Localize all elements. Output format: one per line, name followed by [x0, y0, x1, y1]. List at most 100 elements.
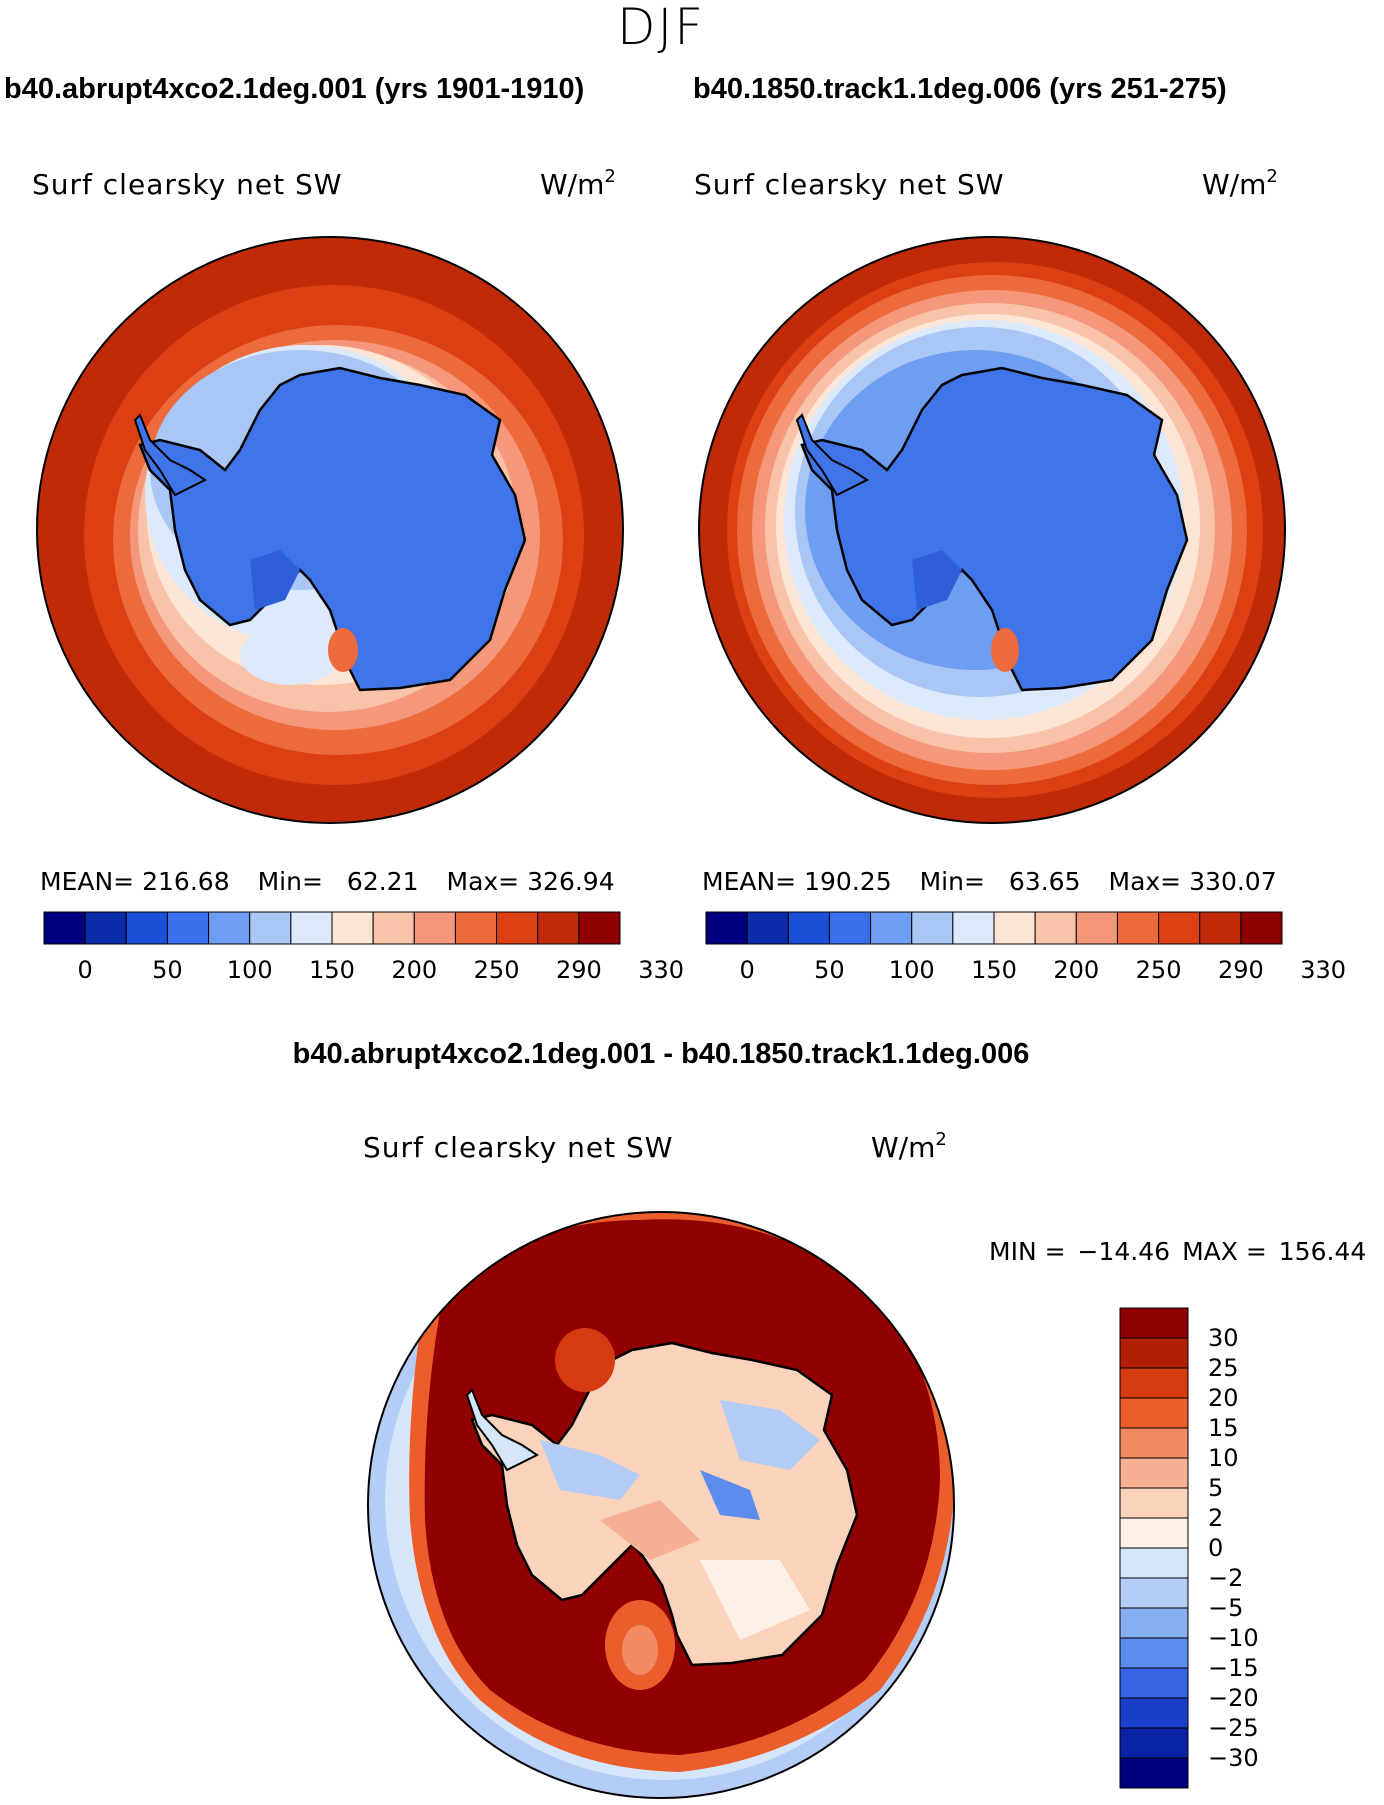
left-colorbar-label: 250 [474, 956, 520, 984]
right-antarctica [800, 366, 1189, 692]
right-units-base: W/m [1202, 168, 1266, 201]
right-max-label: Max= [1109, 867, 1182, 896]
right-colorbar-label: 150 [971, 956, 1017, 984]
left-colorbar-label: 100 [227, 956, 273, 984]
diff-colorbar-swatch [1119, 1397, 1189, 1429]
diff-bellingshausen-patch [555, 1328, 615, 1392]
diff-colorbar-label: 10 [1208, 1444, 1239, 1472]
right-colorbar-label: 250 [1136, 956, 1182, 984]
left-colorbar-swatch [496, 911, 539, 945]
right-colorbar-label: 200 [1053, 956, 1099, 984]
right-max-value: 330.07 [1189, 867, 1276, 896]
left-colorbar-swatch [43, 911, 86, 945]
left-colorbar-swatch [413, 911, 456, 945]
left-colorbar: 0 50 100 150 200 250 290 330 [43, 911, 684, 984]
left-map-border [36, 236, 624, 824]
season-title: DJF [617, 0, 705, 56]
diff-land-pale [700, 1560, 810, 1640]
diff-max-value: 156.44 [1279, 1237, 1366, 1266]
left-panel-heading: b40.abrupt4xco2.1deg.001 (yrs 1901-1910) [4, 73, 584, 105]
diff-colorbar-swatch [1119, 1607, 1189, 1639]
diff-units-base: W/m [871, 1131, 935, 1164]
left-mean-label: MEAN= [40, 867, 134, 896]
diff-peninsula [465, 1388, 539, 1472]
diff-colorbar-label: −5 [1208, 1594, 1243, 1622]
diff-min-value: −14.46 [1078, 1237, 1171, 1266]
left-weddell-gyre [240, 625, 340, 685]
diff-field-title: Surf clearsky net SW [363, 1131, 673, 1164]
right-colorbar-swatch [1116, 911, 1160, 945]
right-colorbar-label: 290 [1218, 956, 1264, 984]
left-units-base: W/m [540, 168, 604, 201]
diff-units-exp: 2 [935, 1129, 946, 1150]
right-min-label: Min= [920, 867, 985, 896]
diff-colorbar-label: 0 [1208, 1534, 1223, 1562]
left-red-patch [328, 628, 358, 672]
right-colorbar-swatch [870, 911, 913, 945]
left-colorbar-swatch [208, 911, 251, 945]
right-red-patch [991, 628, 1019, 672]
diff-land-orange [600, 1500, 700, 1560]
right-colorbar-swatch [1158, 911, 1201, 945]
diff-colorbar-label: 30 [1208, 1324, 1239, 1352]
diff-colorbar-label: 15 [1208, 1414, 1239, 1442]
right-colorbar-swatch [828, 911, 872, 945]
diff-weddell-core [622, 1625, 658, 1675]
left-colorbar-label: 0 [78, 956, 93, 984]
diff-min-label: MIN = [989, 1237, 1066, 1266]
diff-colorbar-swatch [1119, 1577, 1189, 1609]
diff-map [367, 1211, 955, 1799]
diff-colorbar-label: 25 [1208, 1354, 1239, 1382]
diff-heading: b40.abrupt4xco2.1deg.001 - b40.1850.trac… [293, 1038, 1030, 1070]
diff-colorbar-swatch [1119, 1697, 1189, 1729]
left-colorbar-label: 200 [391, 956, 437, 984]
right-colorbar-label: 100 [889, 956, 935, 984]
right-mean-value: 190.25 [804, 867, 891, 896]
left-colorbar-swatch [249, 911, 292, 945]
right-colorbar-swatch [1240, 911, 1283, 945]
right-colorbar-swatch [911, 911, 954, 945]
left-map [36, 236, 624, 824]
diff-colorbar-swatch [1119, 1757, 1189, 1789]
left-field-title: Surf clearsky net SW [32, 168, 342, 201]
left-colorbar-swatch [125, 911, 168, 945]
right-units: W/m2 [1202, 166, 1278, 201]
diff-max-label: MAX = [1182, 1237, 1267, 1266]
right-colorbar-swatch [705, 911, 748, 945]
left-units-exp: 2 [604, 166, 615, 187]
right-stats: MEAN= 190.25 Min= 63.65 Max= 330.07 [702, 867, 1277, 896]
right-map [698, 236, 1286, 824]
right-colorbar-label: 50 [814, 956, 845, 984]
right-min-value: 63.65 [1009, 867, 1081, 896]
left-colorbar-label: 290 [556, 956, 602, 984]
left-min-value: 62.21 [347, 867, 419, 896]
left-stats: MEAN= 216.68 Min= 62.21 Max= 326.94 [40, 867, 615, 896]
right-ross-ice [912, 550, 962, 610]
right-colorbar-swatch [1075, 911, 1118, 945]
diff-colorbar-swatch [1119, 1517, 1189, 1549]
diff-colorbar-swatch [1119, 1457, 1189, 1489]
diff-colorbar-swatch [1119, 1727, 1189, 1759]
right-colorbar-label: 330 [1300, 956, 1346, 984]
left-max-label: Max= [447, 867, 520, 896]
diff-colorbar-label: −10 [1208, 1624, 1259, 1652]
diff-colorbar-swatch [1119, 1487, 1189, 1519]
left-colorbar-swatch [372, 911, 415, 945]
diff-colorbar-label: 5 [1208, 1474, 1223, 1502]
right-colorbar-swatch [746, 911, 789, 945]
diff-colorbar-label: −20 [1208, 1684, 1259, 1712]
right-colorbar: 0 50 100 150 200 250 290 330 [705, 911, 1346, 984]
diff-map-border [367, 1211, 955, 1799]
left-colorbar-swatch [166, 911, 210, 945]
diff-colorbar-swatch [1119, 1637, 1189, 1669]
diff-colorbar-label: 2 [1208, 1504, 1223, 1532]
diff-units: W/m2 [871, 1129, 947, 1164]
diff-land-blue-2 [720, 1400, 820, 1470]
left-mean-value: 216.68 [142, 867, 229, 896]
diff-colorbar-swatch [1119, 1367, 1189, 1399]
diff-land-blue-3 [700, 1470, 760, 1520]
left-max-value: 326.94 [527, 867, 614, 896]
diff-colorbar-swatch [1119, 1337, 1189, 1369]
